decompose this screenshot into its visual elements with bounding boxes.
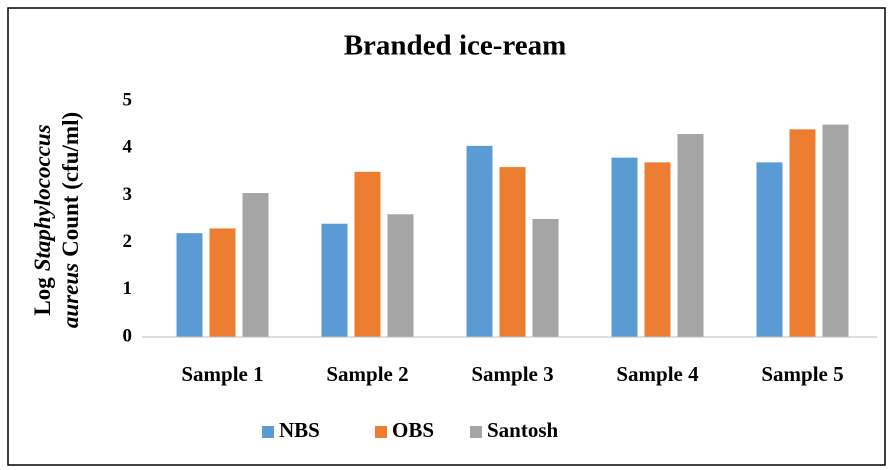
y-label-part: Log [30, 277, 55, 316]
x-tick-label: Sample 1 [181, 362, 263, 386]
y-axis-label: Log Staphylococcus aureus Count (cfu/ml) [30, 112, 83, 328]
y-axis-label-line: aureus Count (cfu/ml) [58, 112, 83, 328]
bar [387, 214, 414, 337]
bar [822, 124, 849, 337]
legend-swatch [262, 426, 274, 438]
bar [354, 171, 381, 337]
y-label-part: Count (cfu/ml) [58, 112, 83, 257]
bar [677, 134, 704, 337]
y-tick-label: 5 [123, 89, 133, 110]
y-label-part: Staphylococcus [30, 124, 55, 271]
bar [611, 157, 638, 337]
chart-title: Branded ice-ream [344, 30, 567, 62]
bar [532, 219, 559, 337]
bar [756, 162, 783, 337]
x-tick-label: Sample 3 [471, 362, 553, 386]
bar [789, 129, 816, 337]
x-tick-label: Sample 5 [761, 362, 843, 386]
legend-label: NBS [279, 418, 320, 442]
x-tick-label: Sample 2 [326, 362, 408, 386]
legend-label: OBS [392, 418, 434, 442]
bar [644, 162, 671, 337]
legend-swatch [375, 426, 387, 438]
frame [7, 7, 886, 466]
x-tick-label: Sample 4 [616, 362, 699, 386]
y-axis-label-line: Log Staphylococcus [30, 124, 55, 315]
y-tick-label: 0 [123, 325, 133, 346]
y-tick-label: 4 [123, 137, 133, 158]
bar [466, 145, 493, 337]
bar [242, 193, 269, 337]
y-label-part: aureus [58, 263, 83, 328]
y-tick-label: 2 [123, 231, 133, 252]
y-tick-label: 3 [123, 184, 133, 205]
legend-label: Santosh [487, 418, 559, 442]
bar [209, 228, 236, 337]
bar [176, 233, 203, 337]
bar [499, 167, 526, 337]
legend-swatch [470, 426, 482, 438]
y-tick-label: 1 [123, 278, 133, 299]
bar [321, 223, 348, 337]
